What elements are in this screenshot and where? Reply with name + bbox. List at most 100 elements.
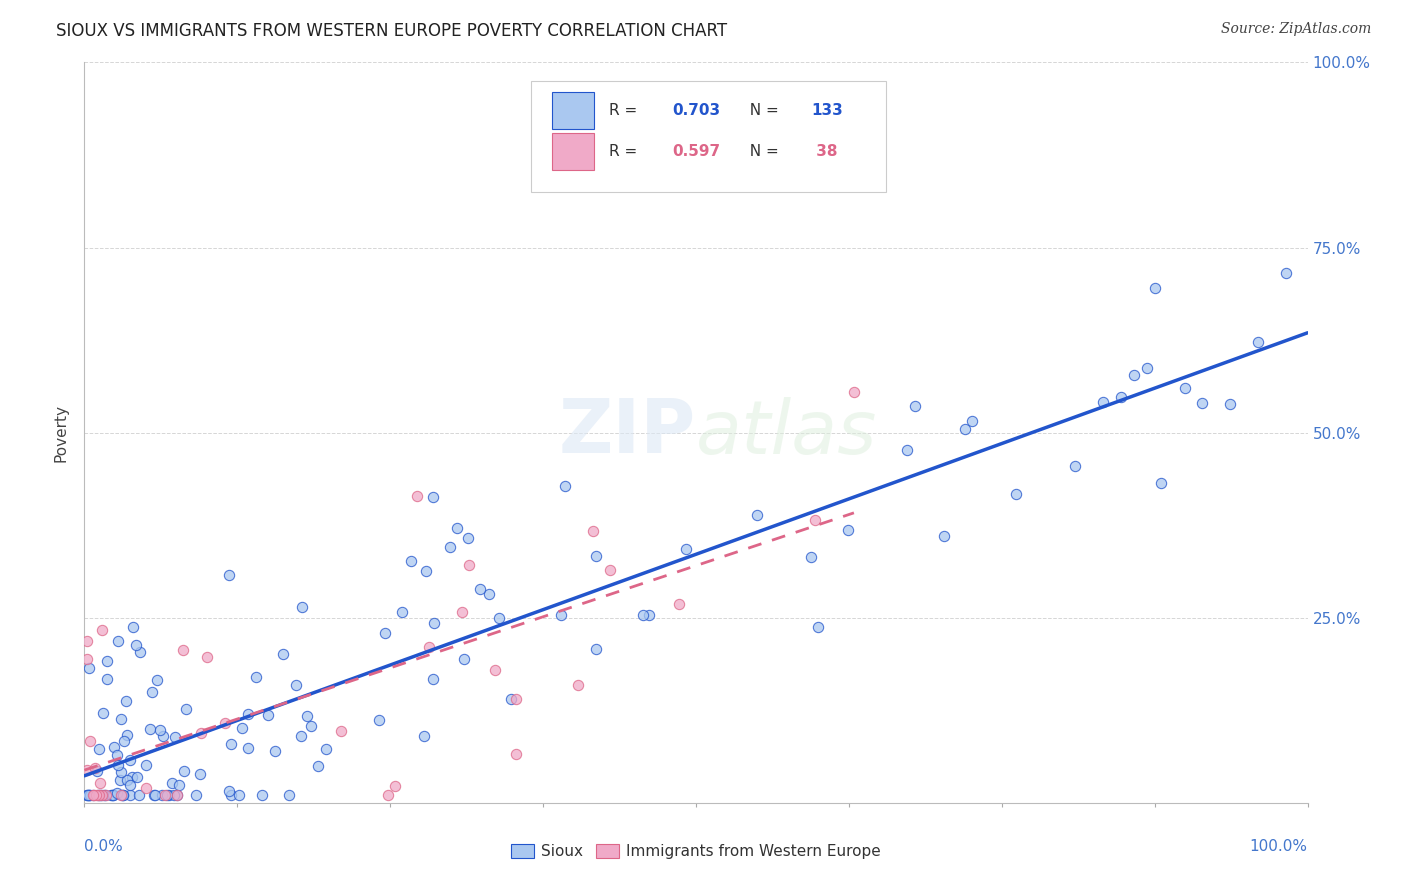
Point — [401, 554, 423, 568]
Point — [550, 607, 572, 622]
Point — [484, 663, 506, 677]
Text: 133: 133 — [811, 103, 842, 118]
Point — [214, 715, 236, 730]
Point — [567, 678, 589, 692]
Point — [76, 789, 98, 803]
Text: atlas: atlas — [696, 397, 877, 468]
Point — [129, 645, 152, 659]
Point — [115, 772, 138, 787]
Point — [77, 661, 100, 675]
Point — [89, 789, 111, 803]
Point — [166, 789, 188, 803]
Point — [90, 789, 112, 803]
Y-axis label: Poverty: Poverty — [53, 403, 69, 462]
Point — [101, 789, 124, 803]
Point — [800, 549, 823, 564]
Point — [278, 789, 301, 803]
Point — [84, 761, 107, 775]
Point — [599, 563, 621, 577]
Point — [112, 789, 135, 803]
Point — [406, 490, 429, 504]
FancyBboxPatch shape — [531, 81, 886, 192]
Point — [107, 758, 129, 772]
Point — [121, 771, 143, 785]
Point — [1004, 487, 1026, 501]
Point — [297, 709, 319, 723]
Text: 0.597: 0.597 — [672, 144, 721, 159]
Point — [112, 734, 135, 748]
Point — [101, 789, 124, 803]
Point — [174, 702, 197, 716]
Point — [250, 789, 273, 803]
Text: 0.0%: 0.0% — [84, 838, 124, 854]
Point — [195, 650, 218, 665]
Point — [86, 764, 108, 778]
Point — [499, 692, 522, 706]
Point — [166, 788, 188, 802]
Point — [842, 384, 865, 399]
Point — [505, 691, 527, 706]
Point — [953, 422, 976, 436]
Point — [263, 744, 285, 758]
Point — [1191, 396, 1213, 410]
Point — [163, 789, 186, 803]
Point — [79, 789, 101, 803]
Point — [76, 764, 98, 778]
Point — [83, 789, 105, 803]
Point — [96, 654, 118, 668]
Point — [82, 789, 104, 803]
Point — [273, 648, 295, 662]
Point — [1247, 334, 1270, 349]
Point — [103, 739, 125, 754]
Point — [118, 789, 141, 803]
Point — [77, 789, 100, 803]
Point — [803, 512, 825, 526]
Point — [451, 605, 474, 619]
Point — [108, 772, 131, 787]
Point — [299, 719, 322, 733]
Point — [163, 730, 186, 744]
Point — [143, 789, 166, 803]
Text: 0.703: 0.703 — [672, 103, 721, 118]
Point — [291, 600, 314, 615]
Point — [960, 413, 983, 427]
Text: ZIP: ZIP — [558, 396, 696, 469]
Point — [470, 582, 492, 596]
Point — [374, 626, 396, 640]
Text: 38: 38 — [811, 144, 838, 159]
Point — [110, 789, 132, 803]
Point — [1150, 475, 1173, 490]
Point — [115, 728, 138, 742]
Point — [152, 729, 174, 743]
Point — [488, 610, 510, 624]
Point — [446, 521, 468, 535]
Point — [377, 789, 399, 803]
Point — [1219, 397, 1241, 411]
Point — [77, 789, 100, 803]
Point — [932, 528, 955, 542]
Point — [329, 724, 352, 739]
Point — [1275, 266, 1298, 280]
Point — [219, 737, 242, 751]
Point — [146, 673, 169, 687]
Text: R =: R = — [609, 103, 643, 118]
Point — [128, 789, 150, 803]
Point — [93, 789, 115, 803]
Point — [307, 759, 329, 773]
Point — [236, 741, 259, 756]
Point — [228, 789, 250, 803]
Point — [89, 776, 111, 790]
Point — [413, 729, 436, 743]
Point — [141, 685, 163, 699]
Point — [76, 789, 98, 803]
Point — [150, 789, 173, 803]
Point — [142, 789, 165, 803]
Point — [218, 784, 240, 798]
Point — [1136, 360, 1159, 375]
Point — [135, 757, 157, 772]
Point — [384, 779, 406, 793]
Point — [76, 633, 98, 648]
Point — [218, 567, 240, 582]
Point — [896, 443, 918, 458]
Point — [96, 789, 118, 803]
